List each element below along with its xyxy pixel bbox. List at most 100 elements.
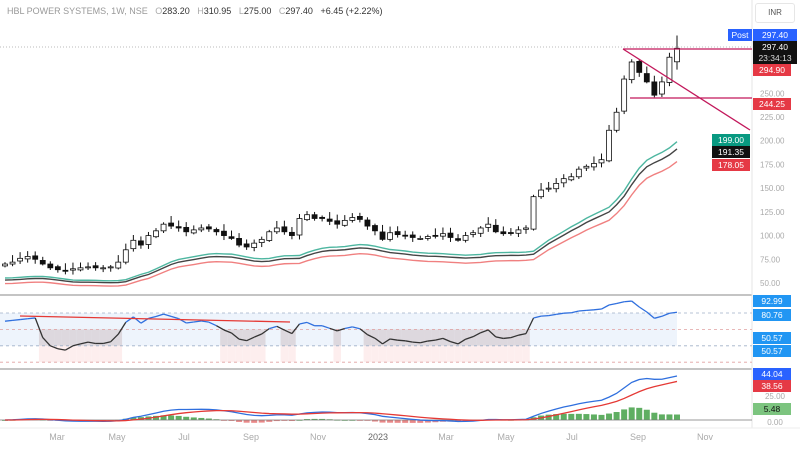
countdown-label: 23:34:13 bbox=[758, 53, 791, 63]
rsi-line-segment bbox=[110, 333, 119, 343]
candle-up bbox=[9, 261, 16, 265]
candle-up bbox=[24, 256, 31, 260]
ema-fast-line bbox=[4, 141, 678, 282]
macd-histogram-bar bbox=[666, 414, 673, 420]
candle-down bbox=[319, 216, 326, 219]
candle-up bbox=[258, 238, 265, 243]
histogram-value-label: 5.48 bbox=[764, 404, 781, 414]
candle-up bbox=[107, 266, 114, 269]
rsi-line-segment bbox=[442, 337, 451, 343]
rsi-line-segment bbox=[87, 341, 96, 345]
currency-button[interactable]: INR bbox=[755, 3, 795, 23]
rsi-line-segment bbox=[487, 329, 497, 338]
candle-down bbox=[168, 222, 175, 227]
time-tick-label: Nov bbox=[697, 432, 714, 442]
rsi-line-segment bbox=[608, 302, 617, 306]
rsi-line-segment bbox=[646, 311, 655, 319]
rsi-weak-zone-lower bbox=[484, 345, 493, 363]
candle-up bbox=[628, 61, 635, 81]
rsi-weak-zone-lower bbox=[363, 345, 372, 363]
rsi-weak-zone-lower bbox=[461, 345, 470, 363]
rsi-line-segment bbox=[525, 317, 535, 334]
rsi-weak-zone-lower bbox=[220, 345, 228, 363]
rsi-weak-zone-lower bbox=[46, 345, 55, 363]
macd-histogram-bar bbox=[613, 412, 620, 420]
rsi-weak-zone bbox=[416, 329, 425, 346]
candle-down bbox=[432, 234, 439, 237]
rsi-weak-zone bbox=[469, 329, 477, 346]
rsi-weak-zone bbox=[454, 329, 462, 346]
rsi-line-segment bbox=[427, 339, 436, 342]
candle-up bbox=[545, 187, 552, 190]
rsi-weak-zone-lower bbox=[507, 345, 515, 363]
rsi-weak-zone bbox=[333, 329, 342, 346]
candle-up bbox=[190, 229, 197, 234]
chart-header: HBL POWER SYSTEMS, 1W, NSE O283.20 H310.… bbox=[7, 6, 382, 16]
rsi-weak-zone-lower bbox=[257, 345, 266, 363]
rsi-line-segment bbox=[382, 338, 391, 345]
price-tick-label: 75.00 bbox=[760, 255, 781, 264]
candle-up bbox=[115, 261, 122, 269]
candle-up bbox=[341, 219, 348, 226]
rsi-line-segment bbox=[231, 332, 240, 340]
rsi-weak-zone-lower bbox=[469, 345, 477, 363]
rsi-weak-zone bbox=[408, 329, 417, 346]
rsi-line-segment bbox=[374, 337, 383, 345]
rsi-line-segment bbox=[193, 320, 202, 323]
rsi-line-segment bbox=[450, 341, 459, 345]
rsi-weak-zone bbox=[54, 329, 62, 346]
macd-histogram-bar bbox=[243, 420, 250, 423]
time-tick-label: Jul bbox=[178, 432, 190, 442]
rsi-weak-zone-lower bbox=[491, 345, 500, 363]
time-tick-label: Nov bbox=[310, 432, 327, 442]
rsi-weak-zone bbox=[76, 329, 85, 346]
rsi-line-segment bbox=[533, 315, 542, 319]
candle-up bbox=[145, 235, 152, 245]
rsi-label-4-bg bbox=[753, 345, 791, 357]
candle-up bbox=[560, 178, 567, 184]
price-tick-label: 150.00 bbox=[760, 184, 785, 193]
macd-histogram-bar bbox=[409, 420, 416, 423]
rsi-line-segment bbox=[601, 304, 610, 310]
rsi-line-segment bbox=[201, 320, 209, 323]
candle-down bbox=[447, 232, 454, 238]
rsi-line-segment bbox=[495, 336, 504, 340]
rsi-weak-zone bbox=[363, 329, 372, 346]
rsi-line-segment bbox=[420, 340, 428, 344]
rsi-line-segment bbox=[578, 309, 587, 312]
symbol-title[interactable]: HBL POWER SYSTEMS, 1W, NSE bbox=[7, 6, 148, 16]
candle-up bbox=[2, 263, 8, 267]
candle-up bbox=[591, 163, 597, 168]
macd-histogram-bar bbox=[658, 414, 665, 420]
rsi-weak-zone-lower bbox=[76, 345, 85, 363]
macd-histogram-bar bbox=[379, 420, 386, 423]
rsi-line-segment bbox=[367, 334, 376, 339]
rsi-label-1: 92.99 bbox=[761, 296, 783, 306]
candle-up bbox=[666, 56, 673, 83]
rsi-weak-zone bbox=[439, 329, 447, 346]
rsi-line-segment bbox=[246, 336, 255, 342]
rsi-weak-zone bbox=[220, 329, 228, 346]
time-tick-label: Mar bbox=[49, 432, 65, 442]
rsi-line-segment bbox=[170, 315, 179, 320]
rsi-weak-zone bbox=[61, 329, 70, 346]
candle-down bbox=[394, 231, 401, 236]
signal-value-label-bg bbox=[753, 380, 791, 392]
candle-up bbox=[621, 78, 628, 112]
candle-up bbox=[266, 231, 273, 241]
rsi-weak-zone-lower bbox=[386, 345, 394, 363]
post-tag-bg bbox=[728, 29, 752, 41]
rsi-weak-zone-lower bbox=[431, 345, 440, 363]
rsi-line-segment bbox=[389, 338, 398, 341]
rsi-weak-zone bbox=[280, 329, 289, 346]
candle-down bbox=[356, 216, 363, 220]
rsi-weak-zone bbox=[461, 329, 470, 346]
rsi-weak-zone-lower bbox=[114, 345, 123, 363]
ema-mid-line bbox=[4, 148, 678, 284]
rsi-weak-zone-lower bbox=[235, 345, 243, 363]
ema-slow-label: 178.05 bbox=[718, 160, 744, 170]
open-key: O bbox=[155, 6, 163, 16]
rsi-line-segment bbox=[306, 321, 315, 327]
rsi-line-segment bbox=[284, 329, 293, 335]
